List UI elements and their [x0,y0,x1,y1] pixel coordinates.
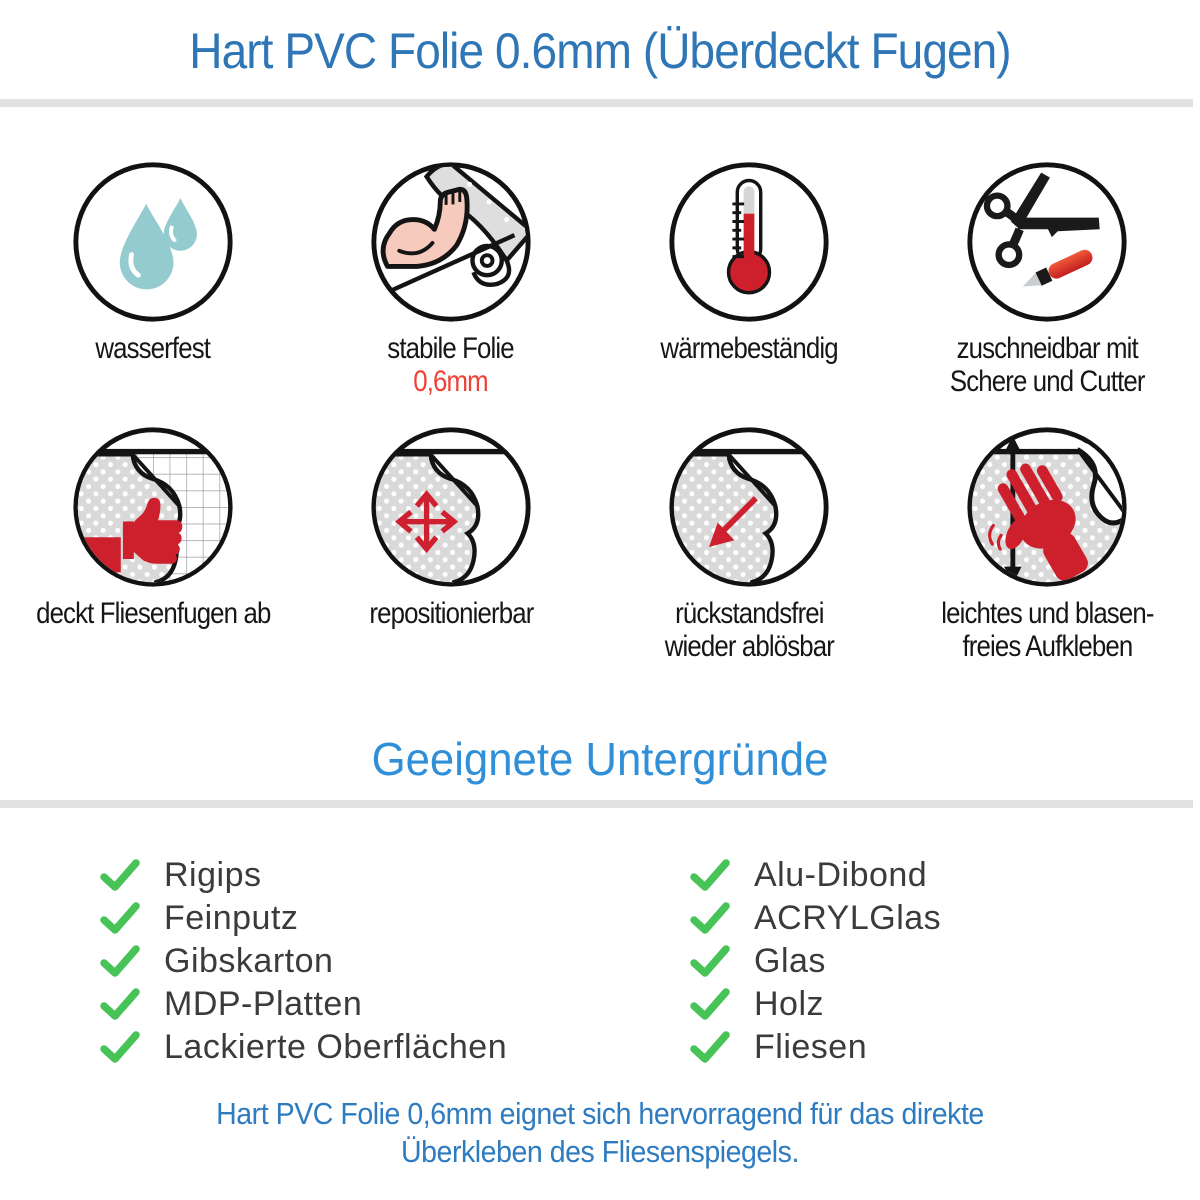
check-icon [100,1030,140,1064]
caption-line: repositionierbar [368,597,534,630]
feature-grid: wasserfest [0,107,1200,663]
caption-line: deckt Fliesenfugen ab [35,597,271,630]
check-icon [690,858,730,892]
substrate-item: Fliesen [690,1026,941,1069]
substrate-label: Gibskarton [164,941,334,980]
substrate-column-left: Rigips Feinputz Gibskarton MDP-Platten L… [100,854,600,1069]
check-icon [100,987,140,1021]
substrate-item: Alu-Dibond [690,854,941,897]
divider-bar-top [0,99,1193,107]
substrate-column-right: Alu-Dibond ACRYLGlas Glas Holz Fliesen [690,854,941,1069]
muscle-arm-foil-roll-icon [368,159,534,325]
caption-line: leichtes und blasen- [940,597,1154,630]
feature-caption: leichtes und blasen- freies Aufkleben [940,597,1154,663]
feature-blasenfreies-aufkleben: leichtes und blasen- freies Aufkleben [898,424,1196,663]
caption-line-thickness: 0,6mm [413,365,489,398]
substrate-item: Rigips [100,854,600,897]
check-icon [690,987,730,1021]
substrate-label: Glas [754,941,826,980]
caption-line: wieder ablösbar [664,630,834,663]
substrate-label: Lackierte Oberflächen [164,1027,508,1066]
substrate-item: MDP-Platten [100,983,600,1026]
substrate-label: ACRYLGlas [754,898,942,937]
caption-line: rückstandsfrei [674,597,824,630]
feature-caption: zuschneidbar mit Schere und Cutter [949,332,1146,398]
check-icon [690,944,730,978]
caption-line: freies Aufkleben [962,630,1133,663]
substrate-label: Alu-Dibond [754,855,928,894]
substrate-lists: Rigips Feinputz Gibskarton MDP-Platten L… [100,854,1200,1069]
substrate-item: Glas [690,940,941,983]
water-drops-icon [70,159,236,325]
substrate-label: Rigips [164,855,262,894]
feature-zuschneidbar: zuschneidbar mit Schere und Cutter [898,159,1196,398]
caption-line: zuschneidbar mit [956,332,1138,365]
feature-stabile-folie: stabile Folie 0,6mm [302,159,600,398]
scissors-cutter-icon [964,159,1130,325]
feature-wasserfest: wasserfest [4,159,302,398]
feature-caption: deckt Fliesenfugen ab [35,597,271,630]
feature-deckt-fliesenfugen: deckt Fliesenfugen ab [4,424,302,663]
substrate-label: Feinputz [164,898,299,937]
page-title: Hart PVC Folie 0.6mm (Überdeckt Fugen) [189,23,1011,79]
feature-waermebestaendig: wärmebeständig [600,159,898,398]
feature-caption: rückstandsfrei wieder ablösbar [664,597,834,663]
check-icon [690,901,730,935]
substrate-label: Fliesen [754,1027,868,1066]
feature-rueckstandsfrei: rückstandsfrei wieder ablösbar [600,424,898,663]
hand-smoothing-foil-icon [964,424,1130,590]
section-title-untergruende: Geeignete Untergründe [371,733,829,785]
substrate-item: Holz [690,983,941,1026]
caption-line: wasserfest [95,332,212,365]
feature-caption: wasserfest [95,332,212,365]
footnote-line: Hart PVC Folie 0,6mm eignet sich hervorr… [216,1095,984,1131]
substrate-item: Feinputz [100,897,600,940]
feature-caption: wärmebeständig [660,332,838,365]
divider-bar-bottom [0,799,1193,808]
footnote: Hart PVC Folie 0,6mm eignet sich hervorr… [48,1095,1152,1171]
feature-repositionierbar: repositionierbar [302,424,600,663]
footnote-line: Überkleben des Fliesenspiegels. [401,1133,799,1169]
substrate-item: Gibskarton [100,940,600,983]
caption-line: wärmebeständig [660,332,838,365]
check-icon [100,901,140,935]
substrate-item: ACRYLGlas [690,897,941,940]
caption-line: stabile Folie [387,332,515,365]
substrate-label: Holz [754,984,825,1023]
check-icon [100,858,140,892]
thermometer-icon [666,159,832,325]
peel-arrow-foil-icon [666,424,832,590]
caption-line: Schere und Cutter [949,365,1146,398]
check-icon [100,944,140,978]
feature-caption: repositionierbar [368,597,534,630]
check-icon [690,1030,730,1064]
feature-caption: stabile Folie 0,6mm [387,332,515,398]
substrate-item: Lackierte Oberflächen [100,1026,600,1069]
substrate-label: MDP-Platten [164,984,363,1023]
move-arrows-foil-icon [368,424,534,590]
thumb-up-tiles-icon [70,424,236,590]
